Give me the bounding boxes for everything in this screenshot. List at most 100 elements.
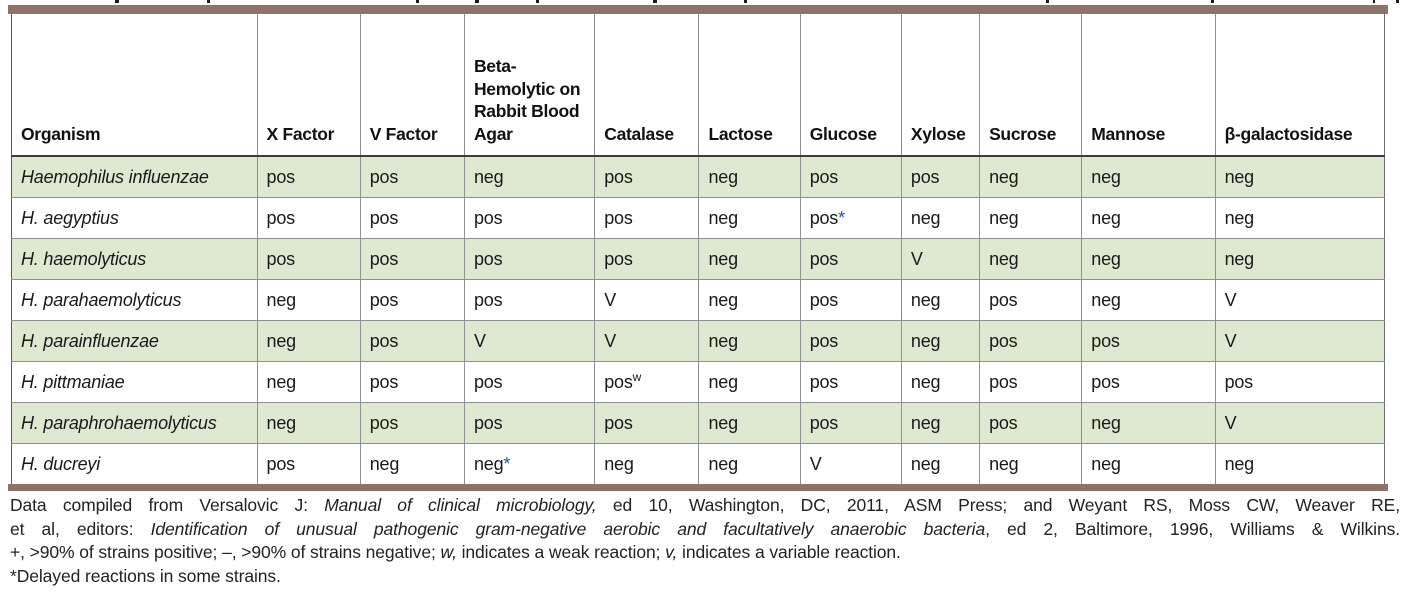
cropped-text-remnant bbox=[536, 0, 539, 3]
value-cell-lactose: neg bbox=[698, 443, 801, 484]
footnote-source-line-1: Data compiled from Versalovic J: Manual … bbox=[10, 495, 1400, 515]
delayed-reaction-asterisk: * bbox=[838, 207, 845, 228]
organism-name-cell: H. ducreyi bbox=[11, 443, 258, 484]
organism-name-cell: H. aegyptius bbox=[11, 197, 258, 239]
column-header-catalase: Catalase bbox=[594, 14, 700, 157]
value-cell-xylose: neg bbox=[901, 320, 981, 362]
cropped-text-remnant bbox=[1396, 0, 1399, 3]
value-cell-beta-hemolytic-on-rabbit-blood-agar: pos bbox=[464, 402, 596, 444]
column-header-sucrose: Sucrose bbox=[979, 14, 1083, 157]
value-cell-v-factor: pos bbox=[360, 320, 465, 362]
value-cell-beta-hemolytic-on-rabbit-blood-agar: V bbox=[464, 320, 596, 362]
cropped-text-remnant bbox=[115, 0, 119, 3]
value-cell-galactosidase: neg bbox=[1215, 156, 1385, 198]
value-cell-v-factor: pos bbox=[360, 238, 465, 280]
value-cell-mannose: pos bbox=[1081, 320, 1216, 362]
column-header-galactosidase: β-galactosidase bbox=[1215, 14, 1385, 157]
value-cell-v-factor: pos bbox=[360, 197, 465, 239]
value-cell-catalase: pos bbox=[594, 402, 700, 444]
organism-name-cell: H. pittmaniae bbox=[11, 361, 258, 403]
value-cell-mannose: pos bbox=[1081, 361, 1216, 403]
cropped-text-remnant bbox=[744, 0, 747, 3]
column-header-v-factor: V Factor bbox=[360, 14, 465, 157]
value-cell-sucrose: neg bbox=[979, 238, 1083, 280]
value-cell-catalase: V bbox=[594, 320, 700, 362]
column-header-organism: Organism bbox=[11, 14, 258, 157]
value-cell-lactose: neg bbox=[698, 197, 801, 239]
value-cell-xylose: pos bbox=[901, 156, 981, 198]
value-cell-beta-hemolytic-on-rabbit-blood-agar: neg* bbox=[464, 443, 596, 484]
value-cell-catalase: V bbox=[594, 279, 700, 321]
value-cell-galactosidase: V bbox=[1215, 320, 1385, 362]
value-cell-galactosidase: pos bbox=[1215, 361, 1385, 403]
value-cell-sucrose: pos bbox=[979, 279, 1083, 321]
cropped-text-remnant bbox=[1046, 0, 1049, 3]
table-row-h-aegyptius: H. aegyptius pos pos pos pos neg pos* neg neg neg… bbox=[11, 197, 1385, 239]
column-header-xylose: Xylose bbox=[901, 14, 981, 157]
value-cell-x-factor: neg bbox=[257, 320, 361, 362]
value-cell-x-factor: neg bbox=[257, 279, 361, 321]
cropped-text-remnant bbox=[416, 0, 419, 3]
table-bottom-border-bar bbox=[8, 484, 1388, 491]
value-cell-x-factor: pos bbox=[257, 156, 361, 198]
value-cell-xylose: neg bbox=[901, 402, 981, 444]
organism-name-cell: Haemophilus influenzae bbox=[11, 156, 258, 198]
organism-name-cell: H. haemolyticus bbox=[11, 238, 258, 280]
value-cell-glucose: V bbox=[800, 443, 902, 484]
column-header-lactose: Lactose bbox=[698, 14, 801, 157]
value-cell-lactose: neg bbox=[698, 279, 801, 321]
column-header-beta-hemolytic-on-rabbit-blood-agar: Beta-Hemolytic on Rabbit Blood Agar bbox=[464, 14, 596, 157]
value-cell-xylose: neg bbox=[901, 361, 981, 403]
organism-name-cell: H. paraphrohaemolyticus bbox=[11, 402, 258, 444]
value-cell-x-factor: pos bbox=[257, 238, 361, 280]
value-cell-sucrose: pos bbox=[979, 361, 1083, 403]
value-cell-beta-hemolytic-on-rabbit-blood-agar: neg bbox=[464, 156, 596, 198]
value-cell-x-factor: neg bbox=[257, 402, 361, 444]
value-cell-x-factor: pos bbox=[257, 197, 361, 239]
value-cell-catalase: pos bbox=[594, 238, 700, 280]
cropped-caption-remnants bbox=[0, 0, 1411, 4]
value-cell-catalase: pos bbox=[594, 197, 700, 239]
value-cell-catalase: neg bbox=[594, 443, 700, 484]
organism-name-cell: H. parainfluenzae bbox=[11, 320, 258, 362]
table-row-haemophilus-influenzae: Haemophilus influenzae pos pos neg pos neg pos… bbox=[11, 156, 1385, 198]
value-cell-lactose: neg bbox=[698, 238, 801, 280]
value-cell-v-factor: pos bbox=[360, 361, 465, 403]
haemophilus-differential-table: Organism X Factor V Factor Beta-Hemolytic o… bbox=[11, 14, 1385, 484]
column-header-mannose: Mannose bbox=[1081, 14, 1216, 157]
value-cell-glucose: pos bbox=[800, 320, 902, 362]
value-cell-lactose: neg bbox=[698, 156, 801, 198]
value-cell-xylose: V bbox=[901, 238, 981, 280]
value-cell-catalase: posw bbox=[594, 361, 700, 403]
haemophilus-table-panel: Organism X Factor V Factor Beta-Hemolytic o… bbox=[8, 5, 1388, 491]
weak-reaction-superscript: w bbox=[632, 369, 642, 384]
value-cell-mannose: neg bbox=[1081, 156, 1216, 198]
value-cell-v-factor: pos bbox=[360, 402, 465, 444]
footnote-asterisk-note: *Delayed reactions in some strains. bbox=[10, 565, 281, 586]
value-cell-glucose: pos bbox=[800, 361, 902, 403]
value-cell-x-factor: pos bbox=[257, 443, 361, 484]
cropped-text-remnant bbox=[1211, 0, 1214, 3]
value-cell-beta-hemolytic-on-rabbit-blood-agar: pos bbox=[464, 197, 596, 239]
table-footnotes: Data compiled from Versalovic J: Manual … bbox=[10, 494, 1400, 588]
value-cell-xylose: neg bbox=[901, 197, 981, 239]
value-cell-glucose: pos* bbox=[800, 197, 902, 239]
value-cell-lactose: neg bbox=[698, 402, 801, 444]
value-cell-lactose: neg bbox=[698, 320, 801, 362]
value-cell-x-factor: neg bbox=[257, 361, 361, 403]
value-cell-mannose: neg bbox=[1081, 443, 1216, 484]
value-cell-glucose: pos bbox=[800, 402, 902, 444]
value-cell-galactosidase: V bbox=[1215, 402, 1385, 444]
value-cell-beta-hemolytic-on-rabbit-blood-agar: pos bbox=[464, 279, 596, 321]
value-cell-galactosidase: neg bbox=[1224, 453, 1255, 474]
value-cell-v-factor: pos bbox=[360, 156, 465, 198]
table-row-h-paraphrohaemolyticus: H. paraphrohaemolyticus neg pos pos pos neg po… bbox=[11, 402, 1385, 444]
cropped-text-remnant bbox=[475, 0, 479, 3]
organism-name-cell: H. parahaemolyticus bbox=[11, 279, 258, 321]
value-cell-sucrose: neg bbox=[979, 443, 1083, 484]
value-cell-sucrose: pos bbox=[979, 402, 1083, 444]
